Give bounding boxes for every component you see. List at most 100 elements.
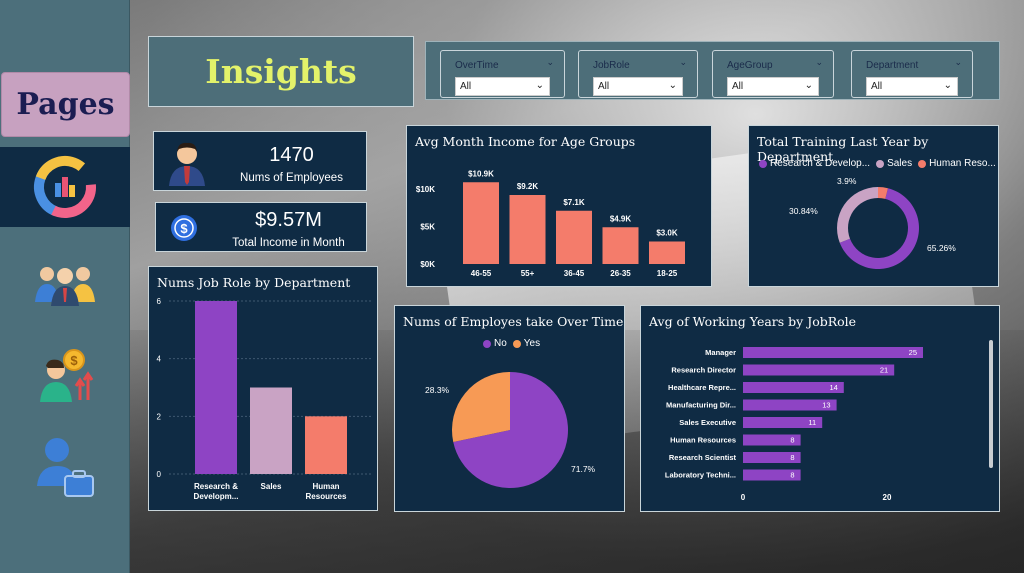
legend-item: No (483, 338, 507, 349)
people-group-icon (35, 267, 95, 306)
chart-title: Nums of Employes take Over Time (403, 314, 624, 329)
bar (743, 469, 801, 481)
training-legend: Research & Develop... Sales Human Reso..… (759, 158, 996, 169)
legend-dot (876, 159, 885, 168)
nav-item-income[interactable]: $ (0, 348, 130, 404)
bar (743, 382, 844, 393)
y-tick-label: Research Scientist (669, 453, 737, 462)
y-tick-label: Human Resources (670, 436, 736, 445)
pages-label: Pages (16, 87, 115, 122)
legend-item: Sales (876, 158, 912, 169)
y-tick-label: $0K (420, 260, 435, 269)
data-label: 65.26% (927, 243, 956, 253)
age-income-chart-card: Avg Month Income for Age Groups $0K $5K $1… (406, 125, 712, 287)
nav-item-insights[interactable] (0, 147, 130, 227)
y-tick-label: $10K (416, 185, 435, 194)
working-years-chart: Manager 25 Research Director 21 Healthcare R… (665, 347, 923, 502)
filter-bar: OverTime ⌄ All ⌄ JobRole ⌄ All ⌄ AgeGroup … (425, 41, 1000, 100)
y-tick-label: $5K (420, 223, 435, 232)
employee-avatar-icon (169, 142, 205, 186)
data-label: 8 (790, 471, 794, 480)
income-label: Total Income in Month (232, 237, 345, 249)
x-tick-label: 18-25 (657, 269, 678, 278)
chart-title: Avg of Working Years by JobRole (649, 314, 857, 329)
data-label: 28.3% (425, 385, 450, 395)
legend-dot (759, 159, 767, 168)
x-tick-label: 55+ (521, 269, 535, 278)
overtime-slicer: OverTime ⌄ All ⌄ (440, 50, 565, 98)
bar (556, 210, 592, 264)
chevron-down-icon[interactable]: ⌄ (815, 57, 823, 67)
department-slicer: Department ⌄ All ⌄ (851, 50, 973, 98)
chart-title: Total Training Last Year by Department (757, 134, 929, 164)
nav-item-employees[interactable] (0, 262, 130, 306)
dropdown-value: All (732, 81, 744, 92)
employees-label: Nums of Employees (240, 172, 343, 184)
bar (743, 399, 837, 411)
jobrole-slicer: JobRole ⌄ All ⌄ (578, 50, 698, 98)
slicer-label: OverTime (455, 60, 499, 71)
pie-slice (453, 372, 568, 488)
page-title-box: Insights (148, 36, 414, 107)
legend-label: Research & Develop... (770, 158, 871, 169)
overtime-chart-card: Nums of Employes take Over Time No Yes 7… (394, 305, 625, 512)
chevron-down-icon[interactable]: ⌄ (679, 57, 687, 67)
chevron-down-icon: ⌄ (535, 80, 544, 91)
data-label: 11 (808, 418, 816, 427)
chevron-down-icon[interactable]: ⌄ (954, 57, 962, 67)
overtime-legend: No Yes (483, 338, 540, 349)
jobrole-dropdown[interactable]: All ⌄ (593, 77, 683, 96)
bar (743, 417, 823, 428)
legend-label: Human Reso... (929, 158, 996, 169)
x-tick-label: 36-45 (564, 269, 585, 278)
chevron-down-icon: ⌄ (804, 80, 813, 91)
y-tick-label: 6 (157, 297, 162, 306)
overtime-dropdown[interactable]: All ⌄ (455, 77, 550, 96)
data-label: 21 (880, 366, 888, 375)
bar (602, 227, 639, 264)
y-tick-label: 4 (157, 355, 162, 364)
bar (743, 452, 801, 463)
legend-dot (918, 159, 927, 168)
person-briefcase-icon (37, 438, 94, 497)
data-label: 30.84% (789, 206, 818, 216)
sidebar: Pages $ (0, 0, 130, 573)
chart-title: Nums Job Role by Department (157, 275, 351, 290)
bar (463, 182, 499, 264)
chevron-down-icon: ⌄ (943, 80, 952, 91)
department-dropdown[interactable]: All ⌄ (866, 77, 958, 96)
agegroup-dropdown[interactable]: All ⌄ (727, 77, 819, 96)
data-label: $3.0K (656, 229, 678, 238)
donut-chart-icon (34, 156, 96, 218)
legend-item: Human Reso... (918, 158, 996, 169)
nav-item-workers[interactable] (0, 436, 130, 498)
dropdown-value: All (460, 81, 472, 92)
dollar-coin-icon: $ (171, 215, 197, 241)
chart-scrollbar[interactable] (989, 340, 993, 468)
x-tick-label: 20 (883, 493, 892, 502)
x-tick-label: Human Resources (306, 482, 347, 501)
working-years-chart-card: Avg of Working Years by JobRole Manager 2… (640, 305, 1000, 512)
slicer-label: JobRole (593, 60, 630, 71)
bar (743, 364, 895, 376)
legend-dot (512, 339, 521, 348)
pages-button[interactable]: Pages (1, 72, 130, 137)
overtime-chart: 71.7% 28.3% (425, 372, 596, 488)
chevron-down-icon[interactable]: ⌄ (546, 57, 554, 67)
y-tick-label: Healthcare Repre... (668, 383, 736, 392)
legend-item: Research & Develop... (759, 158, 870, 169)
bar (250, 387, 292, 474)
jobrole-dept-chart: 0 2 4 6 Research & Developm... Sales Human Resou… (157, 297, 371, 501)
kpi-card-income: $ $9.57M Total Income in Month (155, 202, 367, 252)
data-label: 8 (790, 453, 794, 462)
kpi-card-employees: 1470 Nums of Employees (153, 131, 367, 191)
x-tick-label: 26-35 (610, 269, 631, 278)
legend-dot (483, 339, 491, 348)
y-tick-label: Sales Executive (679, 418, 736, 427)
training-chart: 65.26% 30.84% 3.9% (789, 176, 956, 269)
data-label: $10.9K (468, 169, 494, 178)
x-tick-label: Research & Developm... (194, 482, 239, 501)
chevron-down-icon: ⌄ (668, 80, 677, 91)
data-label: 13 (822, 401, 830, 410)
data-label: $7.1K (563, 198, 585, 207)
